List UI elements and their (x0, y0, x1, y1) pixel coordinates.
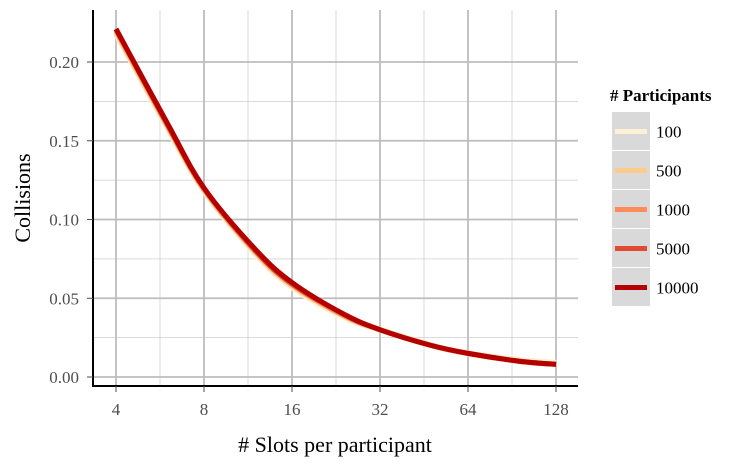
legend-label-10000: 10000 (656, 279, 699, 298)
series-line-10000 (113, 27, 557, 367)
legend-label-100: 100 (656, 123, 682, 142)
x-tick-label: 64 (460, 400, 478, 419)
y-axis-title: Collisions (10, 153, 35, 242)
x-tick-label: 8 (200, 400, 209, 419)
grid (93, 10, 578, 386)
legend-label-5000: 5000 (656, 240, 690, 259)
x-tick-label: 4 (112, 400, 121, 419)
x-axis-title: # Slots per participant (238, 432, 432, 457)
x-tick-label: 128 (543, 400, 569, 419)
x-axis-ticks: 4 8 16 32 64 128 (112, 386, 569, 419)
y-tick-label: 0.00 (49, 368, 79, 387)
legend-label-500: 500 (656, 162, 682, 181)
series-lines (113, 27, 557, 368)
x-tick-label: 32 (372, 400, 389, 419)
y-tick-label: 0.15 (49, 132, 79, 151)
legend-title: # Participants (610, 86, 712, 105)
legend: 100 500 1000 5000 10000 (612, 112, 699, 306)
legend-label-1000: 1000 (656, 201, 690, 220)
y-tick-label: 0.10 (49, 211, 79, 230)
x-tick-label: 16 (284, 400, 301, 419)
y-axis-ticks: 0.00 0.05 0.10 0.15 0.20 (49, 53, 93, 387)
y-tick-label: 0.20 (49, 53, 79, 72)
y-tick-label: 0.05 (49, 289, 79, 308)
